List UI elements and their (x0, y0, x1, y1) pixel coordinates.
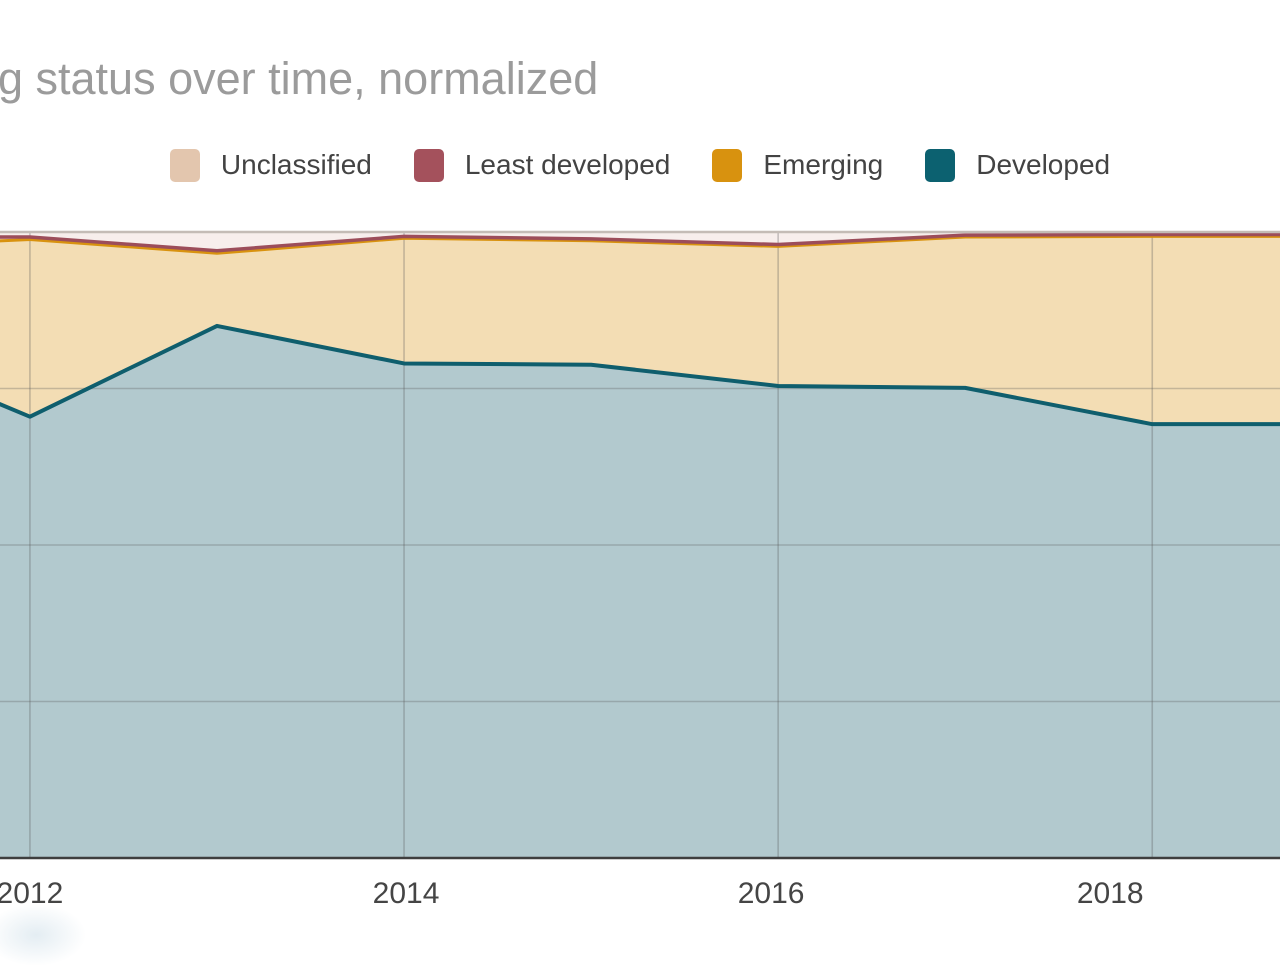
legend-swatch-emerging (712, 148, 743, 182)
legend-item-least-developed[interactable]: Least developed (413, 148, 671, 182)
legend-label: Emerging (763, 149, 884, 180)
legend-item-developed[interactable]: Developed (925, 148, 1111, 182)
legend-swatch-developed (925, 148, 956, 182)
legend-item-emerging[interactable]: Emerging (712, 148, 884, 182)
page-title: g status over time, normalized (0, 53, 599, 104)
line-least-developed (0, 232, 1280, 253)
area-emerging (0, 236, 1280, 425)
legend-label: Developed (976, 149, 1111, 180)
watermark-fragment (0, 904, 86, 966)
line-developed (0, 323, 1280, 427)
area-unclassified (0, 232, 1280, 251)
legend-item-unclassified[interactable]: Unclassified (169, 148, 372, 182)
legend-swatch-unclassified (169, 148, 200, 182)
legend-label: Unclassified (220, 149, 372, 180)
line-emerging (0, 234, 1280, 255)
legend: Unclassified Least developed Emerging Devel… (0, 146, 1280, 184)
legend-swatch-least-developed (413, 148, 444, 182)
area-developed (0, 325, 1280, 858)
legend-label: Least developed (464, 149, 671, 180)
